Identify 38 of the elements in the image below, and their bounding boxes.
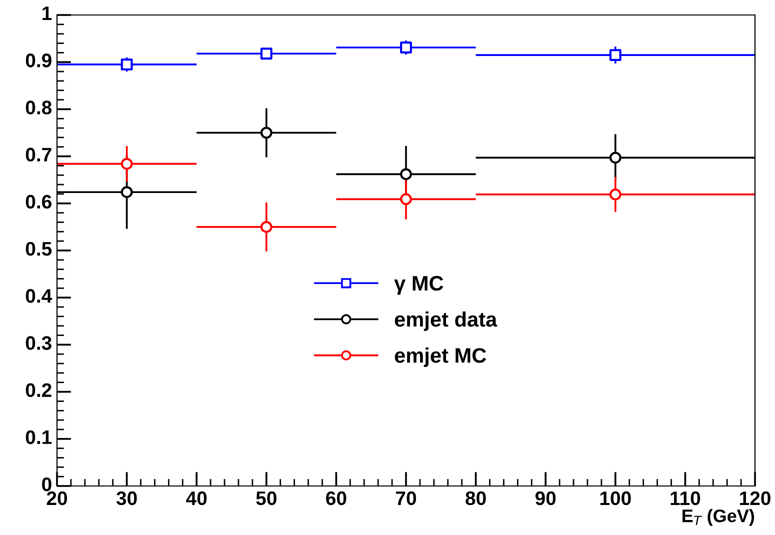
point (609, 49, 622, 61)
point (400, 193, 412, 206)
x-tick-label: 70 (396, 491, 416, 506)
x-tick-label: 110 (670, 491, 700, 506)
point (120, 186, 133, 198)
y-tick-label: 0.6 (26, 194, 52, 209)
point (120, 58, 133, 70)
point (260, 48, 272, 60)
y-tick-label: 0.3 (26, 336, 52, 350)
x-tick-label: 40 (186, 491, 207, 506)
y-tick-label: 0.7 (26, 148, 52, 162)
point (260, 220, 272, 233)
y-tick-label: 0.5 (26, 242, 52, 256)
legend-label: emjet data (394, 311, 498, 331)
y-tick-label: 0.4 (26, 289, 52, 303)
point (120, 158, 133, 170)
x-tick-label: 20 (46, 491, 68, 506)
legend-label: γ MC (394, 276, 444, 295)
x-tick-label: 50 (256, 491, 276, 506)
point (260, 126, 272, 139)
y-tick-label: 0.1 (26, 430, 52, 444)
point (400, 42, 412, 54)
y-tick-label: 1 (42, 6, 52, 20)
y-tick-label: 0.9 (26, 54, 52, 68)
x-tick-label: 120 (740, 491, 770, 506)
x-tick-label: 80 (466, 491, 486, 506)
y-tick-label: 0 (42, 477, 52, 492)
x-tick-label: 100 (600, 491, 631, 506)
x-tick-label: 90 (535, 491, 556, 506)
x-tick-label: 60 (326, 491, 346, 506)
y-tick-label: 0.2 (26, 383, 52, 398)
point (609, 152, 622, 164)
y-tick-label: 0.8 (26, 100, 52, 114)
point (400, 168, 412, 180)
x-tick-label: 30 (116, 491, 137, 506)
x-axis-title: E$_{T}$ (GeV) (682, 508, 754, 526)
legend-label: emjet MC (394, 348, 486, 367)
point (609, 188, 622, 200)
